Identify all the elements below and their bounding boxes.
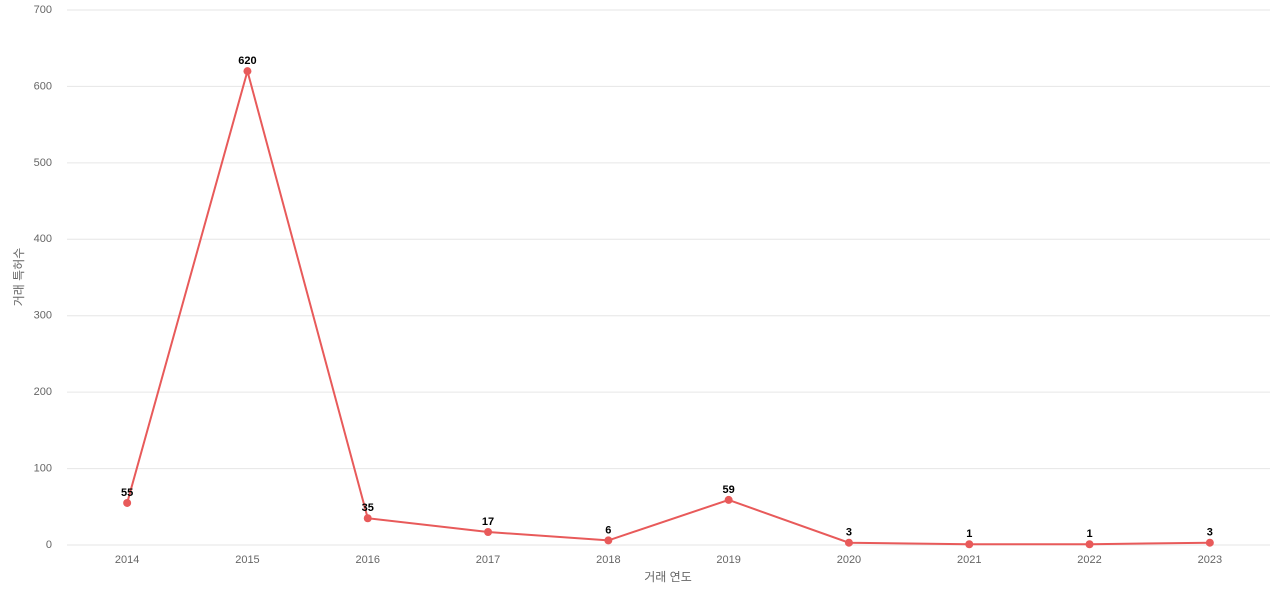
x-tick-label: 2018	[596, 554, 620, 566]
y-tick-label: 400	[34, 233, 52, 245]
y-tick-label: 700	[34, 4, 52, 16]
value-label: 55	[121, 487, 133, 499]
value-label: 35	[362, 502, 374, 514]
point	[1085, 540, 1094, 549]
y-tick-label: 0	[46, 539, 52, 551]
y-tick-label: 300	[34, 310, 52, 322]
point	[844, 538, 853, 547]
value-label: 17	[482, 516, 494, 528]
y-tick-label: 100	[34, 462, 52, 474]
point	[1205, 538, 1214, 547]
x-tick-label: 2023	[1198, 554, 1222, 566]
point	[965, 540, 974, 549]
y-axis-label: 거래 특허수	[12, 248, 26, 307]
y-tick-label: 200	[34, 386, 52, 398]
x-tick-label: 2017	[476, 554, 500, 566]
point	[363, 514, 372, 523]
x-tick-label: 2014	[115, 554, 139, 566]
x-tick-label: 2020	[837, 554, 861, 566]
value-label: 1	[966, 528, 972, 540]
x-tick-label: 2016	[356, 554, 380, 566]
x-axis-label: 거래 연도	[644, 570, 692, 584]
value-label: 3	[1207, 527, 1213, 539]
y-tick-label: 500	[34, 157, 52, 169]
x-tick-label: 2022	[1077, 554, 1101, 566]
x-tick-label: 2015	[235, 554, 259, 566]
value-label: 3	[846, 527, 852, 539]
point	[123, 498, 132, 507]
point	[243, 67, 252, 76]
value-label: 59	[723, 484, 735, 496]
x-tick-label: 2021	[957, 554, 981, 566]
y-tick-label: 600	[34, 80, 52, 92]
line	[126, 67, 1210, 546]
x-tick-label: 2019	[716, 554, 740, 566]
point	[484, 528, 493, 537]
value-label: 1	[1086, 528, 1092, 540]
value-label: 620	[238, 55, 256, 67]
point	[724, 495, 733, 504]
value-label: 6	[605, 524, 611, 536]
point	[604, 536, 613, 545]
